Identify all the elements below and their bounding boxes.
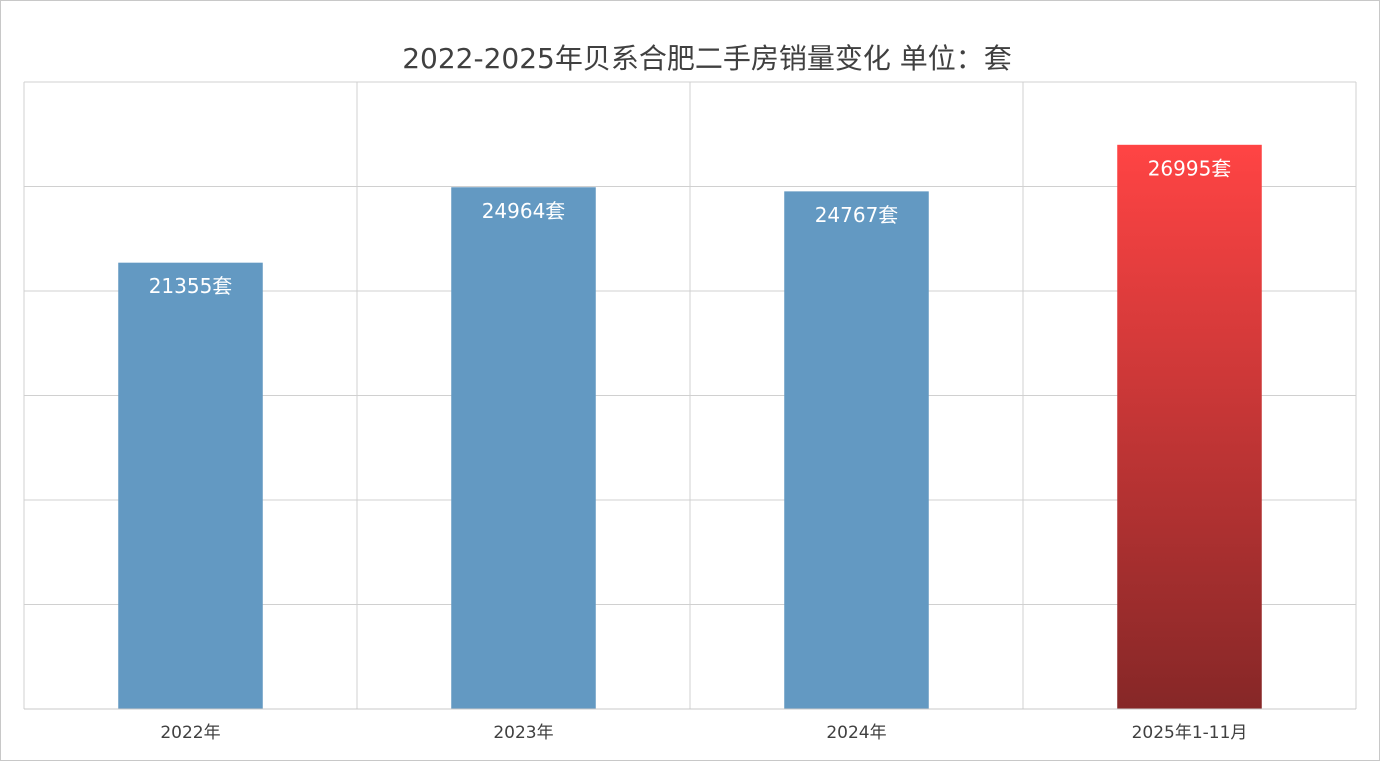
value-label: 24964套 [482,199,566,223]
bar [1117,144,1262,709]
x-tick-label: 2024年 [826,723,886,743]
x-tick-label: 2022年 [160,723,220,743]
bar [451,187,596,710]
bar [784,191,929,710]
x-tick-label: 2023年 [493,723,553,743]
value-label: 21355套 [149,274,233,298]
x-tick-label: 2025年1-11月 [1132,723,1248,743]
value-label: 26995套 [1148,156,1232,180]
chart-title: 2022-2025年贝系合肥二手房销量变化 单位：套 [402,42,1012,75]
value-label: 24767套 [815,203,899,227]
bar [118,262,263,709]
